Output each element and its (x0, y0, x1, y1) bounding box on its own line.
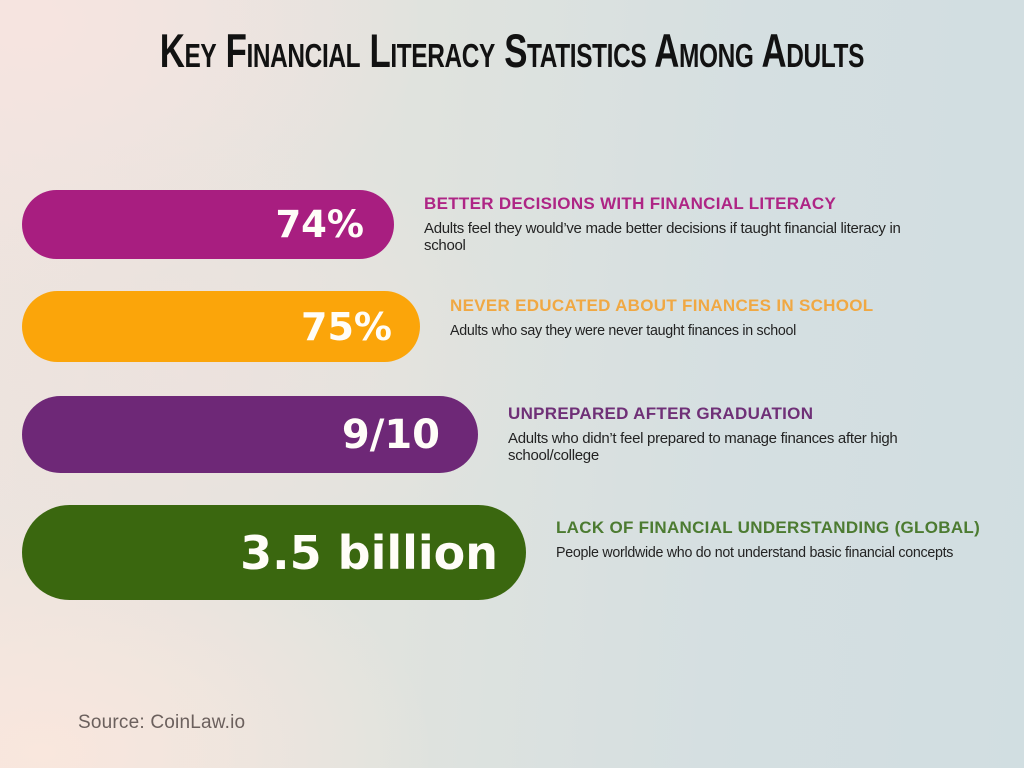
stat-value: 74% (275, 203, 364, 246)
stat-row-better-decisions: 74% BETTER DECISIONS WITH FINANCIAL LITE… (22, 190, 924, 259)
stat-bar-unprepared: 9/10 (22, 396, 478, 473)
stat-text-block: NEVER EDUCATED ABOUT FINANCES IN SCHOOL … (450, 297, 874, 339)
stat-value: 75% (301, 304, 392, 349)
stat-bar-never-educated: 75% (22, 291, 420, 362)
page-title-text: Key Financial Literacy Statistics Among … (159, 24, 865, 77)
stat-row-never-educated: 75% NEVER EDUCATED ABOUT FINANCES IN SCH… (22, 291, 874, 362)
stat-text-block: LACK OF FINANCIAL UNDERSTANDING (GLOBAL)… (556, 519, 980, 561)
stat-heading: UNPREPARED AFTER GRADUATION (508, 404, 814, 423)
stat-row-unprepared: 9/10 UNPREPARED AFTER GRADUATION Adults … (22, 396, 968, 473)
stat-heading: BETTER DECISIONS WITH FINANCIAL LITERACY (424, 194, 837, 213)
stat-text-block: UNPREPARED AFTER GRADUATION Adults who d… (508, 405, 968, 464)
page-title: Key Financial Literacy Statistics Among … (0, 24, 1024, 77)
stat-description: Adults feel they would’ve made better de… (424, 219, 901, 255)
stat-description: Adults who didn’t feel prepared to manag… (508, 429, 898, 465)
source-credit: Source: CoinLaw.io (78, 712, 246, 733)
stat-heading: LACK OF FINANCIAL UNDERSTANDING (GLOBAL) (556, 518, 981, 537)
stat-value: 3.5 billion (240, 525, 498, 580)
stat-value: 9/10 (341, 411, 440, 458)
stat-bar-lack-understanding: 3.5 billion (22, 505, 526, 600)
stat-row-lack-understanding: 3.5 billion LACK OF FINANCIAL UNDERSTAND… (22, 505, 980, 600)
stat-heading: NEVER EDUCATED ABOUT FINANCES IN SCHOOL (450, 296, 874, 315)
stat-text-block: BETTER DECISIONS WITH FINANCIAL LITERACY… (424, 195, 924, 254)
stat-description: Adults who say they were never taught fi… (450, 321, 797, 339)
stat-description: People worldwide who do not understand b… (556, 543, 954, 561)
stat-bar-better-decisions: 74% (22, 190, 394, 259)
